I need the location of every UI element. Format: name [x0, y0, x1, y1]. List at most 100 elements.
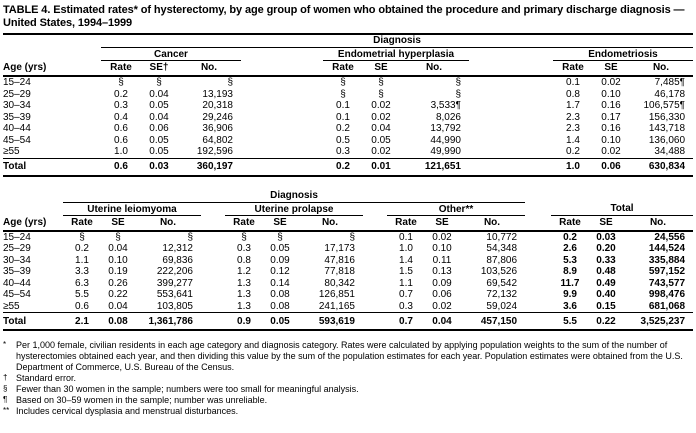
- cell-se: 0.04: [149, 88, 169, 100]
- cell-se: 0.02: [432, 231, 452, 243]
- spacer: [241, 157, 323, 177]
- spacer: [3, 190, 63, 203]
- col-header-no: No.: [399, 60, 469, 77]
- cell-rate: 6.3: [75, 277, 89, 289]
- cell-no: 121,651: [399, 157, 469, 177]
- spacer: [241, 112, 323, 124]
- col-header-rate: Rate: [553, 60, 593, 77]
- cell-no: 54,348: [486, 243, 518, 254]
- spacer: [469, 48, 553, 61]
- age-cell: ≥55: [3, 300, 20, 312]
- cell-se: §: [277, 231, 283, 243]
- footnote-text: Includes cervical dysplasia and menstrua…: [16, 406, 239, 416]
- spacer: [241, 123, 323, 135]
- spacer: [241, 60, 323, 77]
- cell-no: 80,342: [324, 277, 355, 289]
- footnote-marker: ¶: [3, 395, 8, 404]
- cell-se: 0.10: [601, 88, 621, 100]
- cell-no: 46,178: [654, 88, 686, 100]
- cell-no-total: 743,577: [648, 277, 686, 289]
- spacer: [469, 76, 553, 89]
- cell-no: 47,816: [324, 254, 355, 266]
- spacer: [201, 312, 225, 331]
- col-header-rate: Rate: [225, 215, 263, 232]
- cell-rate: §: [118, 77, 124, 88]
- cell-rate: 1.3: [237, 277, 251, 289]
- table-row: 30–34 0.3 0.05 20,318 0.1 0.02 3,533¶ 1.…: [3, 100, 693, 112]
- spacer: [201, 215, 225, 232]
- spacer: [469, 135, 553, 147]
- cell-rate: 5.5: [551, 312, 590, 331]
- age-cell: 40–44: [3, 277, 31, 289]
- age-cell: 35–39: [3, 266, 31, 277]
- cell-rate: 1.3: [237, 289, 251, 300]
- cell-rate: 1.0: [399, 243, 413, 254]
- spacer: [469, 146, 553, 158]
- spacer: [241, 146, 323, 158]
- footnote-text: Based on 30–59 women in the sample; numb…: [16, 395, 268, 405]
- cell-rate: 0.6: [75, 300, 89, 312]
- cell-se-total: 0.40: [596, 289, 616, 300]
- age-cell: ≥55: [3, 146, 20, 157]
- footnote: ** Includes cervical dysplasia and menst…: [3, 406, 693, 417]
- cell-no: §: [349, 231, 355, 243]
- age-column-header: Age (yrs): [3, 60, 101, 77]
- cell-no: 13,792: [430, 123, 461, 134]
- cell-no: 72,132: [486, 289, 518, 300]
- cell-no: §: [187, 231, 193, 243]
- spacer: [241, 135, 323, 147]
- cell-se: 0.02: [601, 77, 621, 88]
- footnote-text: Standard error.: [16, 373, 77, 383]
- cell-se: 0.22: [108, 289, 128, 300]
- cell-no: 59,024: [486, 300, 518, 312]
- diagnosis-spanner-label: Diagnosis: [101, 35, 694, 48]
- spacer: [3, 35, 101, 48]
- cell-no: 1,361,786: [135, 312, 201, 331]
- cell-se: 0.17: [601, 111, 621, 123]
- cell-no: 457,150: [459, 312, 526, 331]
- age-cell: 30–34: [3, 100, 31, 111]
- group-header-uterine-prolapse: Uterine prolapse: [225, 202, 363, 216]
- cell-no: 77,818: [324, 266, 355, 277]
- cell-se-total: 0.49: [596, 277, 616, 289]
- footnote: § Fewer than 30 women in the sample; num…: [3, 384, 693, 395]
- spacer: [363, 312, 387, 331]
- cell-no: 49,990: [430, 146, 461, 157]
- cell-rate: §: [241, 231, 247, 243]
- col-header-rate: Rate: [551, 215, 590, 232]
- cell-se: 0.04: [371, 123, 391, 134]
- spacer: [525, 301, 551, 313]
- cell-se: 0.06: [593, 157, 629, 177]
- cell-no: 192,596: [196, 146, 233, 157]
- footnote-text: Per 1,000 female, civilian residents in …: [16, 340, 683, 372]
- cell-no: 106,575¶: [643, 100, 686, 111]
- age-cell: 45–54: [3, 134, 31, 146]
- col-header-se: SE: [263, 215, 297, 232]
- cell-no: 103,805: [156, 300, 193, 312]
- cell-rate: 0.2: [336, 123, 350, 134]
- table-upper: Diagnosis Cancer Endometrial hyperplasia…: [3, 35, 694, 177]
- cell-rate-total: 8.9: [563, 266, 577, 277]
- spacer: [525, 312, 552, 331]
- cell-se: 0.06: [432, 289, 452, 300]
- cell-no-total: 144,524: [648, 243, 686, 254]
- cell-se-total: 0.15: [596, 300, 616, 312]
- group-header-other: Other**: [387, 202, 526, 216]
- cell-se: 0.16: [601, 123, 621, 134]
- cell-no: 29,246: [202, 111, 233, 123]
- cell-rate: 0.7: [387, 312, 425, 331]
- cell-rate: 5.5: [75, 289, 89, 300]
- spacer: [201, 278, 225, 290]
- cell-no: 126,851: [318, 289, 355, 300]
- age-cell: 25–29: [3, 88, 31, 100]
- table-row: 35–39 0.4 0.04 29,246 0.1 0.02 8,026 2.3…: [3, 112, 693, 124]
- cell-rate-total: 5.3: [563, 254, 577, 266]
- cell-se: 0.02: [371, 100, 391, 111]
- table-row: 35–39 3.3 0.19 222,206 1.2 0.12 77,818 1…: [3, 266, 693, 278]
- cell-no: 10,772: [486, 231, 518, 243]
- col-header-se: SE: [363, 60, 399, 77]
- spacer: [525, 289, 551, 301]
- cell-se-total: 0.48: [596, 266, 616, 277]
- cell-rate: 0.3: [399, 300, 413, 312]
